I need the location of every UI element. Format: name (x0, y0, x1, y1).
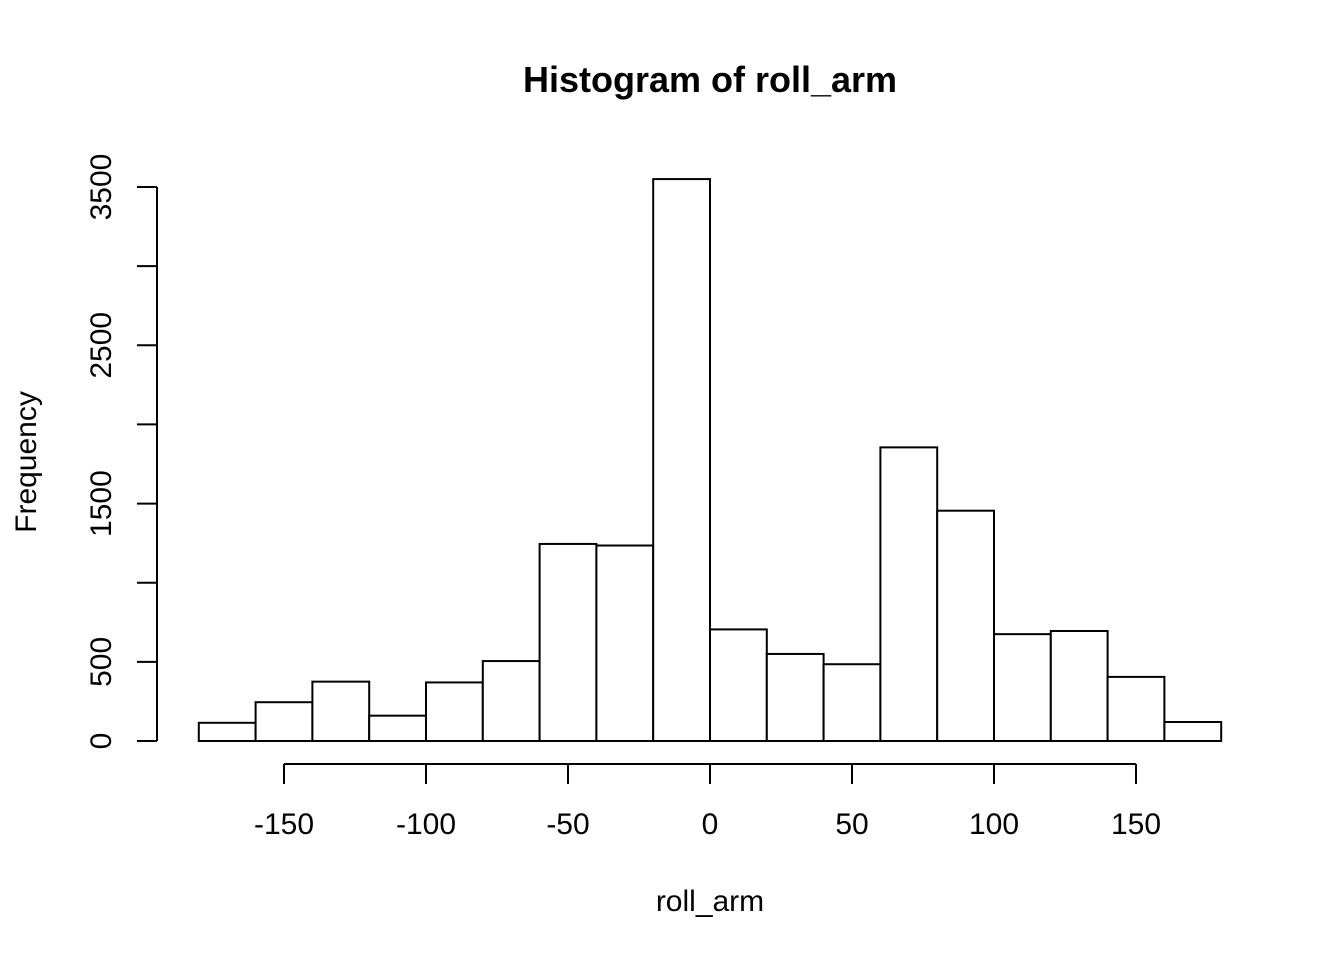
histogram-bar (709, 628, 768, 742)
x-tick-label: 100 (969, 808, 1019, 841)
histogram-bar (1106, 675, 1166, 742)
histogram-bar (197, 721, 257, 742)
y-tick-label: 3500 (85, 154, 118, 221)
histogram-bar (481, 660, 541, 743)
histogram-bar (595, 544, 655, 743)
x-axis: -150 -100 -50 0 50 100 150 (254, 763, 1161, 841)
y-axis: 0 500 1500 2500 3500 (85, 154, 158, 750)
histogram-bar (879, 446, 939, 742)
histogram-bar (936, 509, 996, 742)
histogram-bar (254, 701, 314, 742)
histogram-bar (368, 714, 428, 742)
x-axis-label: roll_arm (656, 885, 764, 918)
histogram-bar (993, 633, 1052, 743)
histogram-bar (652, 178, 712, 743)
y-tick-label: 2500 (85, 312, 118, 379)
x-tick-label: -100 (396, 808, 456, 841)
y-axis-label: Frequency (10, 391, 43, 533)
y-tick-label: 0 (85, 733, 118, 750)
histogram-bar (311, 680, 371, 743)
histogram-bar (425, 681, 484, 742)
x-tick-label: 50 (835, 808, 868, 841)
histogram-bar (822, 663, 882, 743)
x-tick-label: -150 (254, 808, 314, 841)
y-tick-label: 500 (85, 637, 118, 687)
x-tick-label: -50 (546, 808, 589, 841)
chart-title: Histogram of roll_arm (523, 59, 897, 100)
histogram-bar (1049, 629, 1109, 743)
x-tick-label: 150 (1111, 808, 1161, 841)
y-tick-label: 1500 (85, 470, 118, 537)
histogram-bar (1163, 721, 1223, 743)
x-tick-label: 0 (702, 808, 719, 841)
histogram-bars (197, 178, 1223, 743)
histogram-bar (538, 542, 598, 742)
histogram-bar (765, 652, 825, 743)
